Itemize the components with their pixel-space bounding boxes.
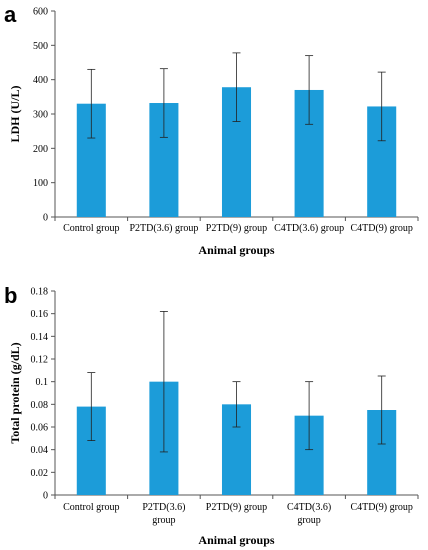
x-category-label: P2TD(3.6) group (129, 223, 198, 234)
y-tick-label: 0.02 (31, 468, 49, 479)
y-tick-label: 0.18 (31, 287, 49, 298)
panel-label-b: b (4, 283, 17, 308)
y-tick-label: 0.12 (31, 355, 49, 366)
x-category-label: P2TD(3.6) (142, 502, 185, 513)
x-category-label: C4TD(3.6) group (274, 223, 344, 234)
x-category-label: P2TD(9) group (206, 502, 267, 513)
y-tick-label: 500 (33, 41, 48, 52)
y-tick-label: 0.06 (31, 423, 49, 434)
y-tick-label: 0.16 (31, 309, 49, 320)
x-category-label: C4TD(9) group (350, 502, 413, 513)
panel-label-a: a (4, 2, 17, 27)
y-tick-label: 100 (33, 178, 48, 189)
y-tick-label: 0.14 (31, 332, 49, 343)
y-tick-label: 600 (33, 7, 48, 18)
y-axis-title: Total protein (g/dL) (8, 342, 22, 443)
x-category-label: group (152, 515, 175, 526)
x-axis-title: Animal groups (198, 533, 274, 547)
y-tick-label: 200 (33, 144, 48, 155)
x-axis-title: Animal groups (198, 243, 274, 257)
y-tick-label: 0 (43, 213, 48, 224)
y-tick-label: 300 (33, 110, 48, 121)
y-axis-title: LDH (U/L) (8, 85, 22, 142)
y-tick-label: 0.1 (36, 377, 49, 388)
x-category-label: C4TD(3.6) (287, 502, 331, 513)
y-tick-label: 400 (33, 75, 48, 86)
x-category-label: group (297, 515, 320, 526)
x-category-label: C4TD(9) group (350, 223, 413, 234)
x-category-label: Control group (63, 223, 119, 234)
y-tick-label: 0 (43, 491, 48, 502)
y-tick-label: 0.04 (31, 445, 49, 456)
y-tick-label: 0.08 (31, 400, 49, 411)
x-category-label: P2TD(9) group (206, 223, 267, 234)
x-category-label: Control group (63, 502, 119, 513)
